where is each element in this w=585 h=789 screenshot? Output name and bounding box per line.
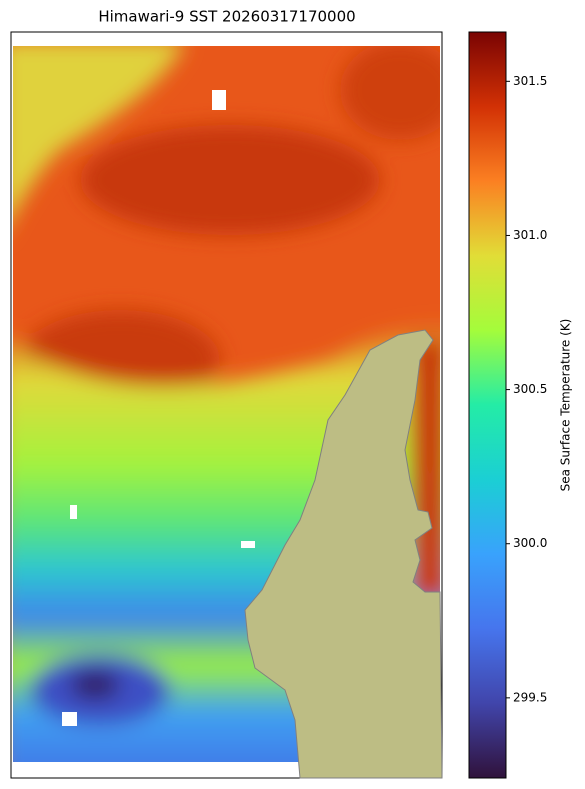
colorbar-tick-label: 301.5: [513, 74, 547, 88]
colorbar-tick-label: 301.0: [513, 228, 547, 242]
colorbar-tick-label: 300.0: [513, 536, 547, 550]
colorbar-gradient: [468, 31, 507, 779]
land: [244, 329, 443, 779]
title: Himawari-9 SST 20260317170000: [98, 8, 355, 26]
colorbar-tick-label: 299.5: [513, 690, 547, 704]
colorbar-tick-label: 300.5: [513, 382, 547, 396]
colorbar-label: Sea Surface Temperature (K): [559, 319, 573, 492]
colorbar: 299.5 300.0 300.5 301.0 301.5 Sea Surface Te…: [468, 31, 573, 779]
map: [10, 31, 443, 779]
